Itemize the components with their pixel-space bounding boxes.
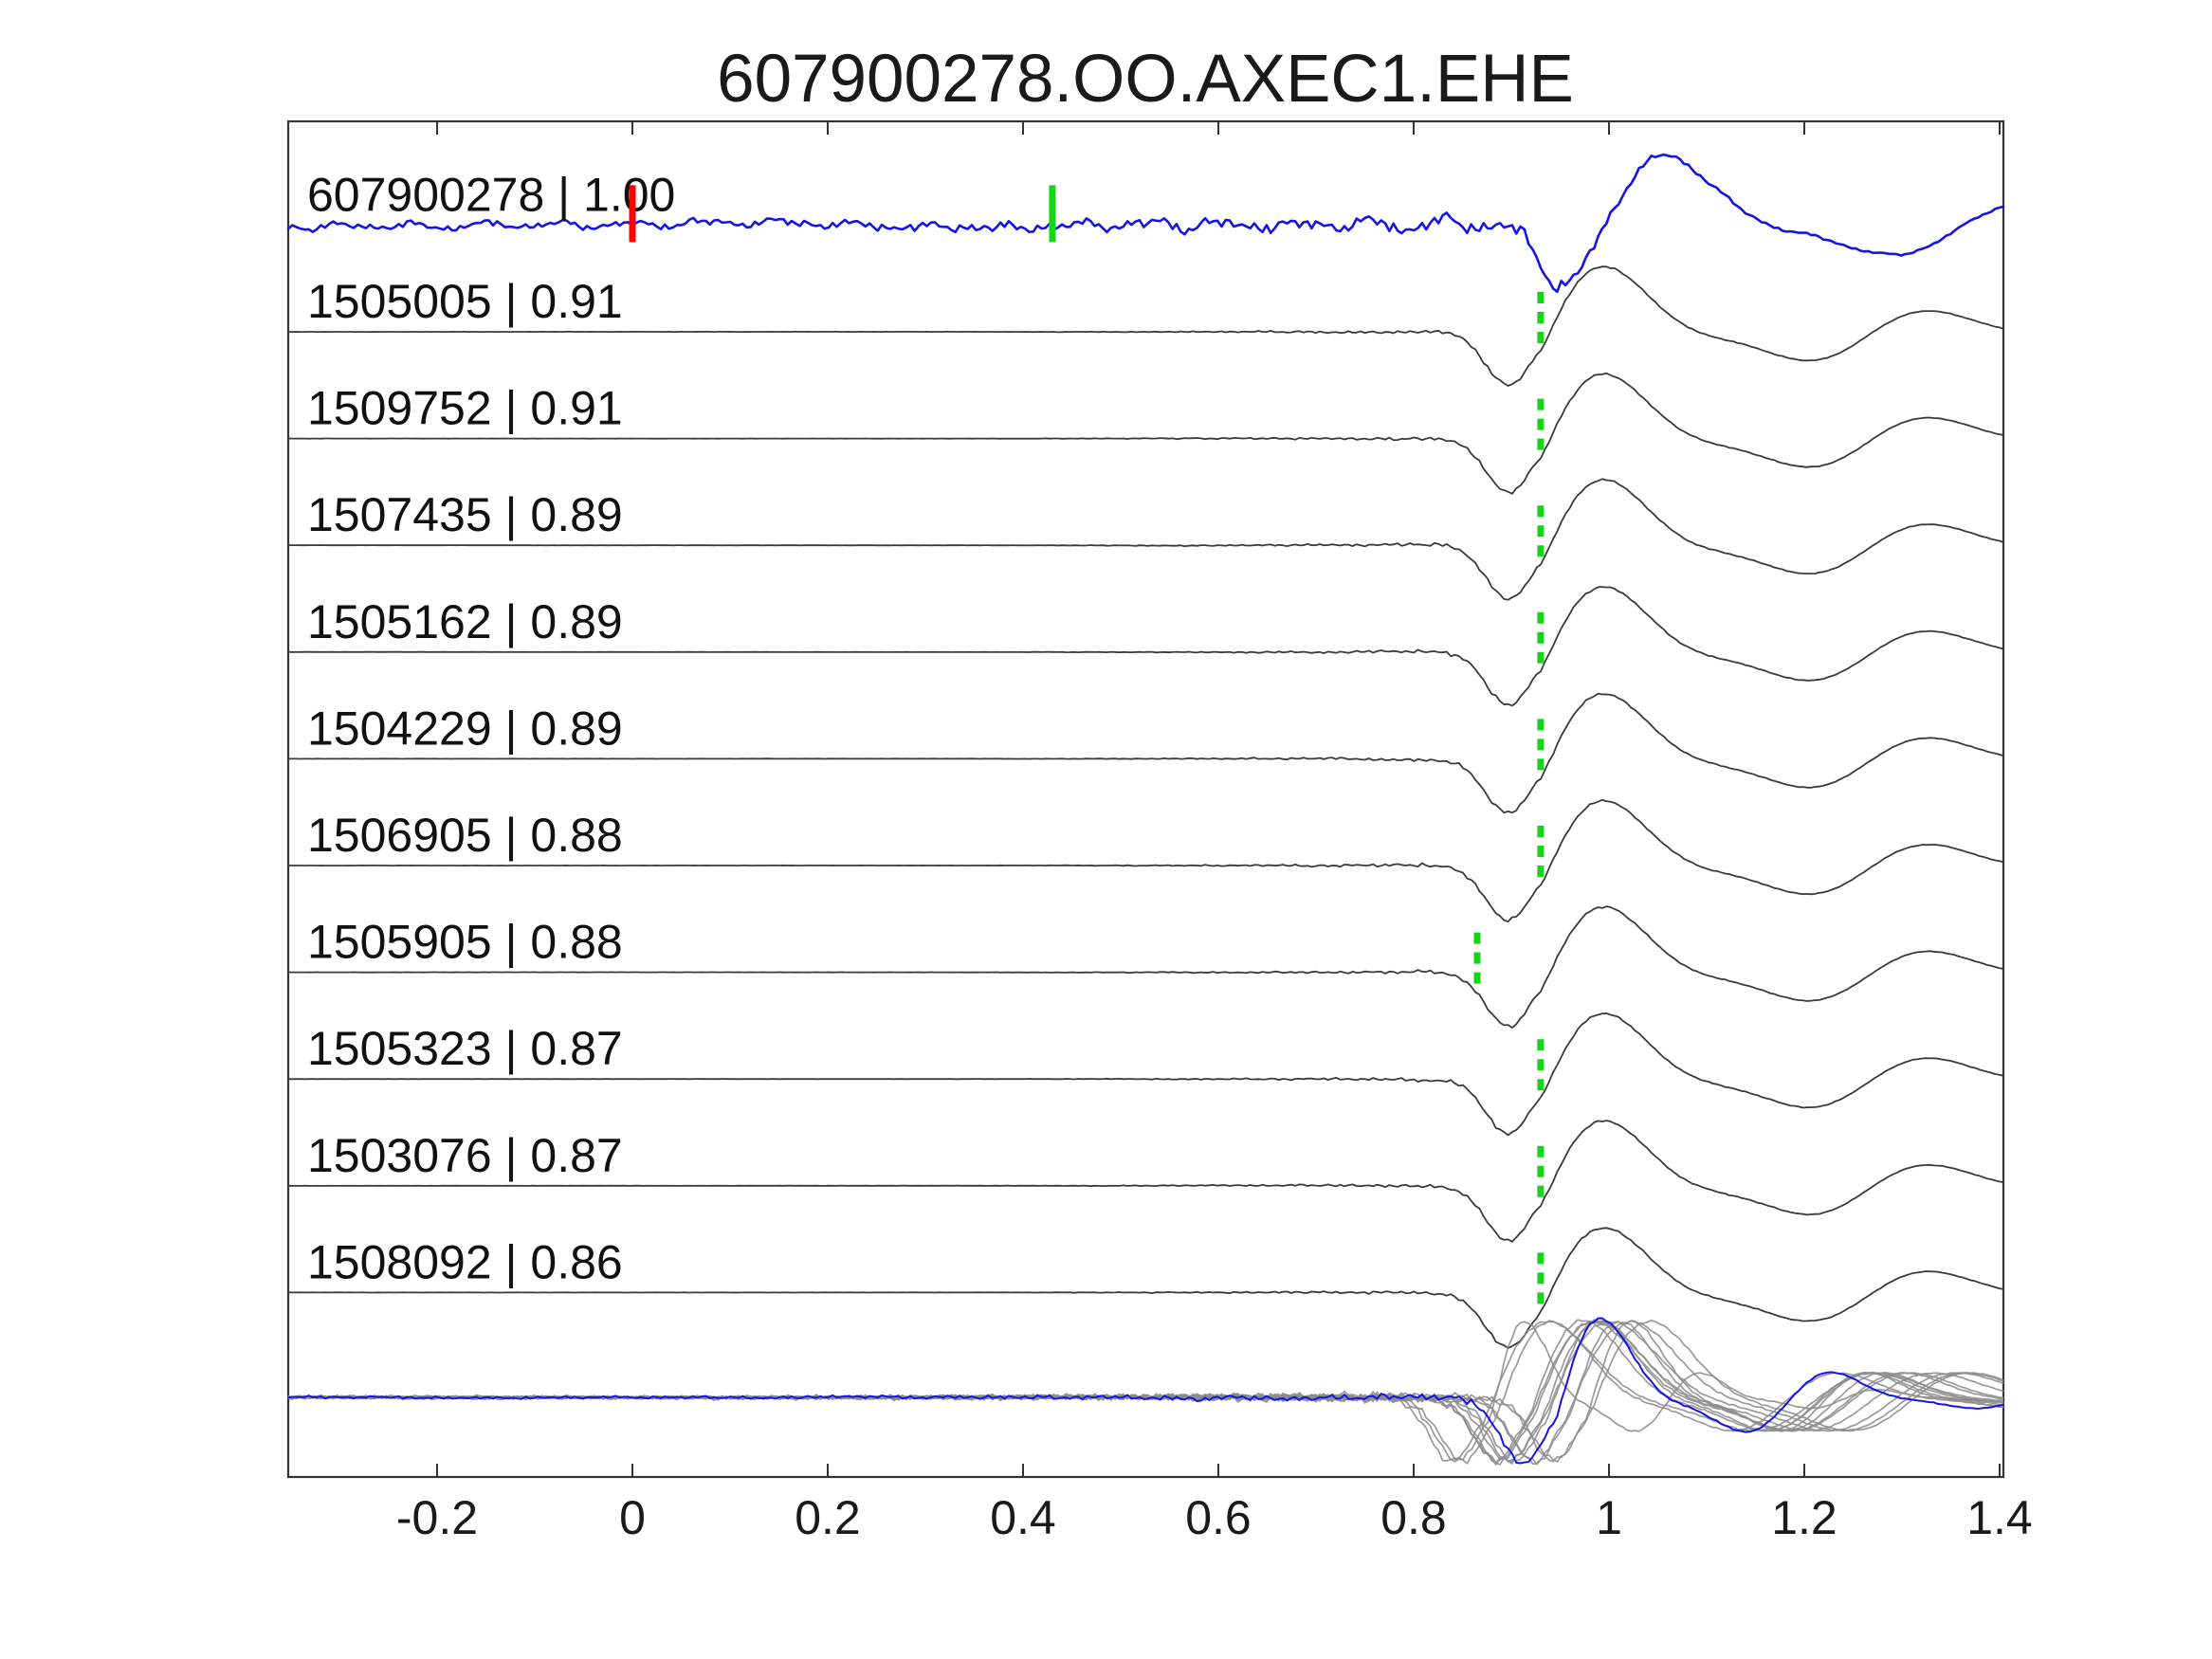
svg-text:1.4: 1.4 [1966,1491,2033,1544]
svg-text:0: 0 [619,1491,646,1544]
svg-text:0.6: 0.6 [1185,1491,1252,1544]
svg-text:0.4: 0.4 [990,1491,1056,1544]
svg-text:1505905 | 0.88: 1505905 | 0.88 [307,916,623,969]
svg-text:607900278 | 1.00: 607900278 | 1.00 [307,168,675,221]
svg-text:1506905 | 0.88: 1506905 | 0.88 [307,809,623,862]
svg-text:1505005 | 0.91: 1505005 | 0.91 [307,275,623,328]
svg-text:1509752 | 0.91: 1509752 | 0.91 [307,382,623,435]
svg-text:1.2: 1.2 [1771,1491,1837,1544]
svg-text:1: 1 [1596,1491,1622,1544]
svg-text:0.2: 0.2 [795,1491,861,1544]
svg-text:0.8: 0.8 [1380,1491,1447,1544]
svg-text:-0.2: -0.2 [396,1491,478,1544]
svg-text:1507435 | 0.89: 1507435 | 0.89 [307,488,623,541]
svg-text:607900278.OO.AXEC1.EHE: 607900278.OO.AXEC1.EHE [717,42,1574,117]
svg-text:1504229 | 0.89: 1504229 | 0.89 [307,702,623,755]
svg-text:1503076 | 0.87: 1503076 | 0.87 [307,1129,623,1182]
svg-text:1505162 | 0.89: 1505162 | 0.89 [307,595,623,648]
svg-text:1505323 | 0.87: 1505323 | 0.87 [307,1022,623,1075]
svg-text:1508092 | 0.86: 1508092 | 0.86 [307,1235,623,1288]
